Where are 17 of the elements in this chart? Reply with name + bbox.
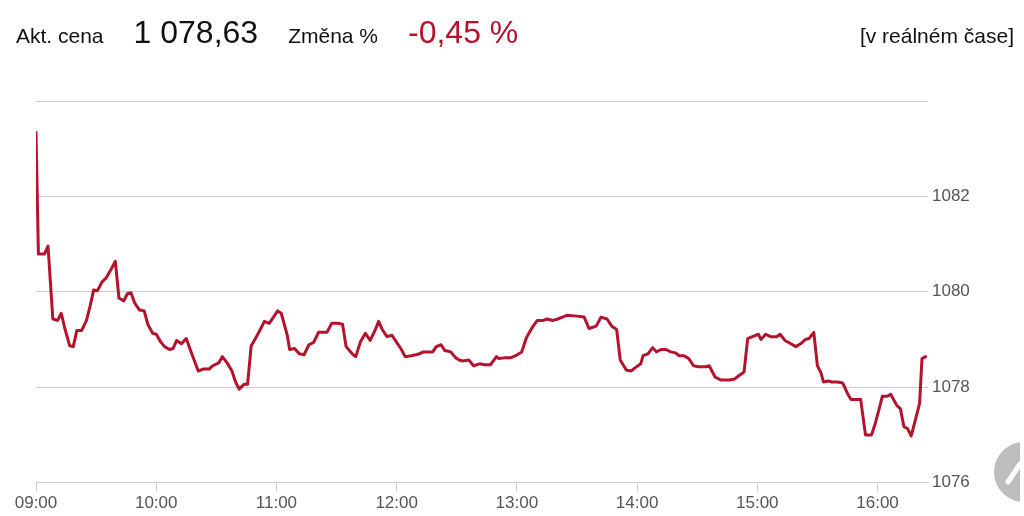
text: 1 078,63 (133, 14, 259, 51)
x-tick-label: 11:00 (255, 493, 298, 513)
y-tick-label: 1080 (932, 281, 970, 301)
x-tick-label: 12:00 (375, 493, 418, 513)
y-tick-label: 1078 (932, 376, 970, 396)
text: Akt. cena (16, 24, 104, 48)
x-tick-label: 15:00 (736, 493, 779, 513)
text: Změna % (288, 24, 378, 48)
text: [v reálném čase] (859, 24, 1014, 48)
x-tick-label: 13:00 (495, 493, 539, 513)
x-tick-label: 09:00 (14, 493, 58, 513)
x-tick-label: 10:00 (134, 493, 178, 513)
y-tick-label: 1082 (932, 186, 970, 206)
x-tick-label: 14:00 (615, 493, 659, 513)
text: -0,45 % (408, 14, 519, 51)
x-tick-label: 16:00 (856, 493, 899, 513)
y-tick-label: 1076 (932, 472, 970, 492)
